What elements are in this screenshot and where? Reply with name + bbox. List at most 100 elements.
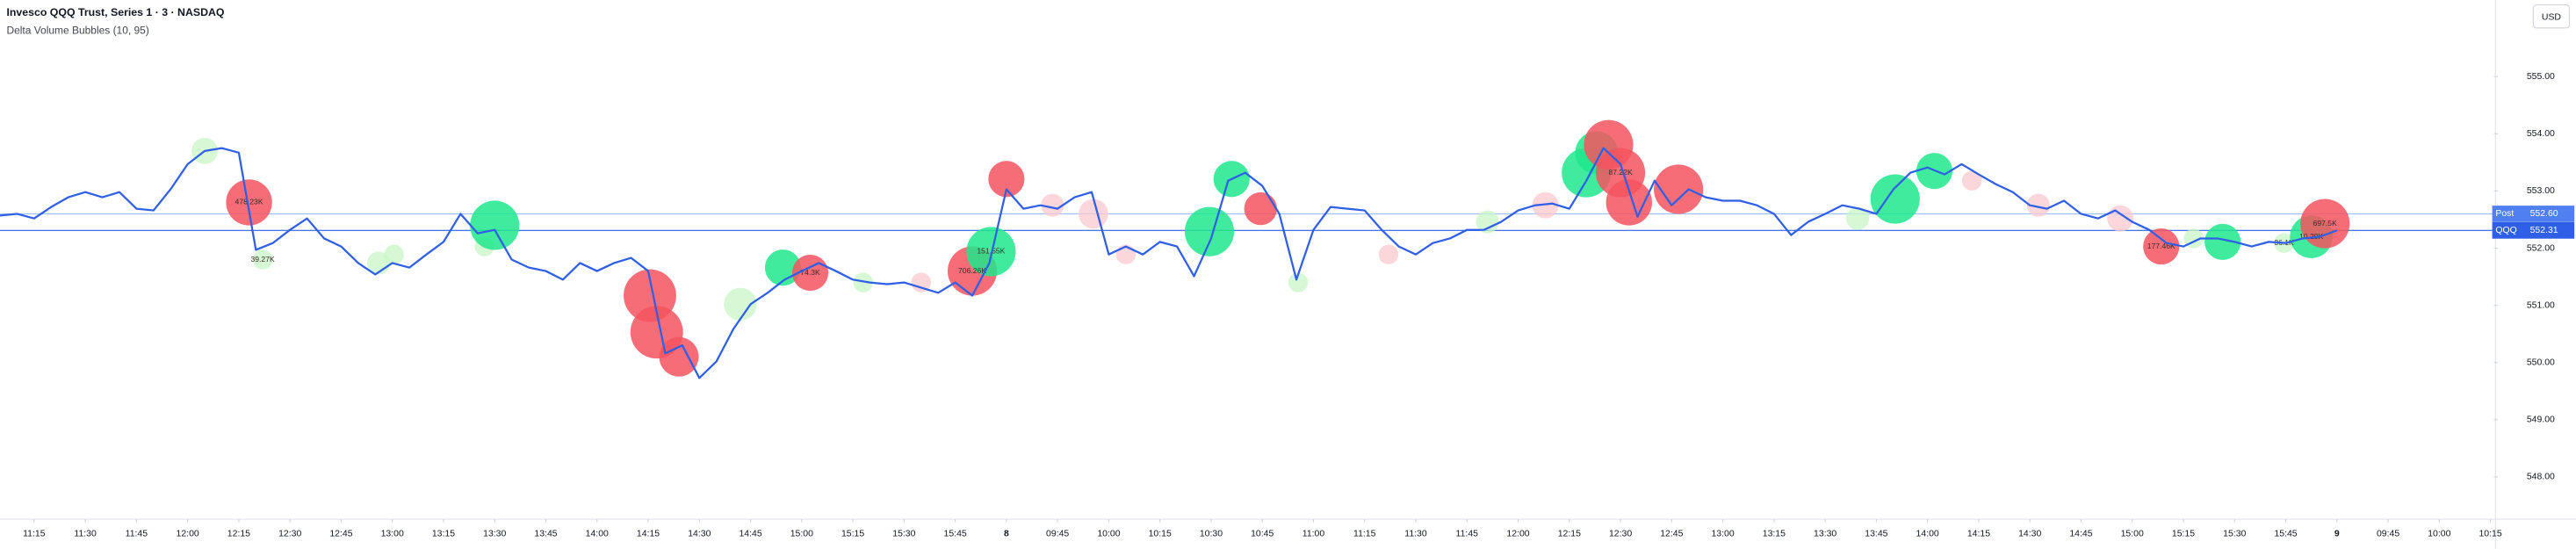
x-tick-label: 11:45 xyxy=(126,530,148,539)
y-tick-label: 548.00 xyxy=(2527,473,2555,482)
delta-bubble xyxy=(2143,228,2180,265)
x-tick-label: 13:00 xyxy=(1712,530,1735,539)
delta-bubble xyxy=(2107,205,2134,232)
x-tick-label: 09:45 xyxy=(2377,530,2399,539)
x-tick-label: 15:15 xyxy=(841,530,864,539)
y-tick-label: 553.00 xyxy=(2527,186,2555,196)
x-tick-label: 15:00 xyxy=(2121,530,2144,539)
price-label-name: Post xyxy=(2495,209,2514,219)
delta-bubble xyxy=(659,336,699,377)
x-tick-label: 12:00 xyxy=(177,530,199,539)
x-tick-label: 11:30 xyxy=(74,530,97,539)
x-tick-label: 13:15 xyxy=(432,530,455,539)
x-tick-label: 15:30 xyxy=(2223,530,2246,539)
x-tick-label: 12:15 xyxy=(1558,530,1581,539)
delta-bubble xyxy=(1288,272,1309,293)
x-tick-label: 10:45 xyxy=(1251,530,1274,539)
y-tick-label: 554.00 xyxy=(2527,129,2555,139)
delta-bubble xyxy=(2026,193,2051,217)
price-label-name: QQQ xyxy=(2495,226,2516,235)
bubble-label: 706.26K xyxy=(958,266,986,275)
chart-title: Invesco QQQ Trust, Series 1 · 3 · NASDAQ xyxy=(6,6,224,18)
x-tick-label: 13:45 xyxy=(534,530,557,539)
x-tick-label: 10:00 xyxy=(2428,530,2450,539)
delta-bubble xyxy=(1115,244,1136,264)
delta-bubble xyxy=(853,272,873,293)
x-tick-label: 11:15 xyxy=(1353,530,1376,539)
x-tick-label: 13:30 xyxy=(483,530,506,539)
x-tick-label: 8 xyxy=(1004,530,1009,539)
delta-bubble xyxy=(252,249,273,270)
indicator-name: Delta Volume Bubbles (10, 95) xyxy=(6,25,148,37)
bubble-label: 478.23K xyxy=(235,198,263,206)
x-tick-label: 09:45 xyxy=(1046,530,1069,539)
delta-bubble xyxy=(1184,206,1235,256)
x-tick-label: 14:45 xyxy=(739,530,761,539)
x-tick-label: 12:30 xyxy=(278,530,301,539)
delta-bubble xyxy=(1532,191,1559,219)
x-tick-label: 12:00 xyxy=(1506,530,1529,539)
x-tick-label: 9 xyxy=(2334,530,2340,539)
bubble-label: 177.46K xyxy=(2147,242,2176,250)
y-tick-label: 552.00 xyxy=(2527,243,2555,253)
x-tick-label: 15:45 xyxy=(944,530,967,539)
delta-bubble xyxy=(911,272,932,293)
bubble-label: 39.27K xyxy=(250,255,275,264)
delta-bubble xyxy=(226,179,272,226)
x-tick-label: 14:15 xyxy=(637,530,660,539)
delta-bubble xyxy=(1654,164,1704,214)
delta-bubble xyxy=(988,161,1025,198)
delta-bubble xyxy=(1961,170,1982,191)
x-tick-label: 14:00 xyxy=(1916,530,1939,539)
x-tick-label: 15:45 xyxy=(2274,530,2297,539)
y-tick-label: 555.00 xyxy=(2527,72,2555,82)
bubble-label: 87.22K xyxy=(1608,168,1633,177)
plot-area: 548.00 549.00 550.00 551.00 552.00 553.00 554.… xyxy=(0,72,2555,539)
x-tick-label: 10:30 xyxy=(1200,530,1223,539)
price-label-value: 552.60 xyxy=(2530,209,2558,219)
delta-bubble xyxy=(1870,174,1920,224)
bubble-label: 74.3K xyxy=(800,268,820,277)
delta-bubble xyxy=(1378,244,1399,264)
delta-bubble xyxy=(1476,210,1499,234)
delta-bubble xyxy=(1041,193,1064,217)
x-tick-label: 15:00 xyxy=(790,530,813,539)
bubble-label: 697.5K xyxy=(2313,219,2338,228)
delta-bubble xyxy=(1244,191,1277,226)
x-tick-label: 12:30 xyxy=(1609,530,1632,539)
delta-bubble xyxy=(1845,206,1870,230)
x-tick-label: 15:30 xyxy=(892,530,915,539)
delta-bubble xyxy=(2204,223,2241,260)
currency-box[interactable] xyxy=(2532,4,2571,29)
delta-bubble xyxy=(470,200,520,250)
x-tick-label: 14:15 xyxy=(1967,530,1990,539)
price-label-box xyxy=(2492,206,2575,222)
y-tick-label: 551.00 xyxy=(2527,300,2555,310)
bubble-label: 10.29K xyxy=(2299,232,2324,241)
delta-bubble xyxy=(724,287,757,321)
delta-bubble xyxy=(1605,179,1652,226)
x-tick-label: 13:45 xyxy=(1865,530,1887,539)
y-tick-label: 549.00 xyxy=(2527,415,2555,425)
x-tick-label: 13:15 xyxy=(1763,530,1786,539)
x-tick-label: 11:00 xyxy=(1302,530,1325,539)
delta-bubble xyxy=(2300,199,2350,249)
x-tick-label: 14:00 xyxy=(586,530,609,539)
x-tick-label: 13:00 xyxy=(381,530,404,539)
y-tick-label: 550.00 xyxy=(2527,358,2555,367)
currency[interactable]: USD xyxy=(2542,12,2562,22)
x-tick-label: 14:45 xyxy=(2069,530,2092,539)
x-tick-label: 11:45 xyxy=(1456,530,1479,539)
price-line-series xyxy=(0,147,2338,379)
x-tick-label: 14:30 xyxy=(2018,530,2041,539)
x-tick-label: 14:30 xyxy=(688,530,711,539)
x-tick-label: 10:00 xyxy=(1097,530,1120,539)
x-tick-label: 11:30 xyxy=(1404,530,1427,539)
x-tick-label: 13:30 xyxy=(1814,530,1836,539)
delta-bubble xyxy=(1079,199,1108,229)
price-label-value: 552.31 xyxy=(2530,226,2558,235)
x-tick-label: 12:15 xyxy=(227,530,250,539)
